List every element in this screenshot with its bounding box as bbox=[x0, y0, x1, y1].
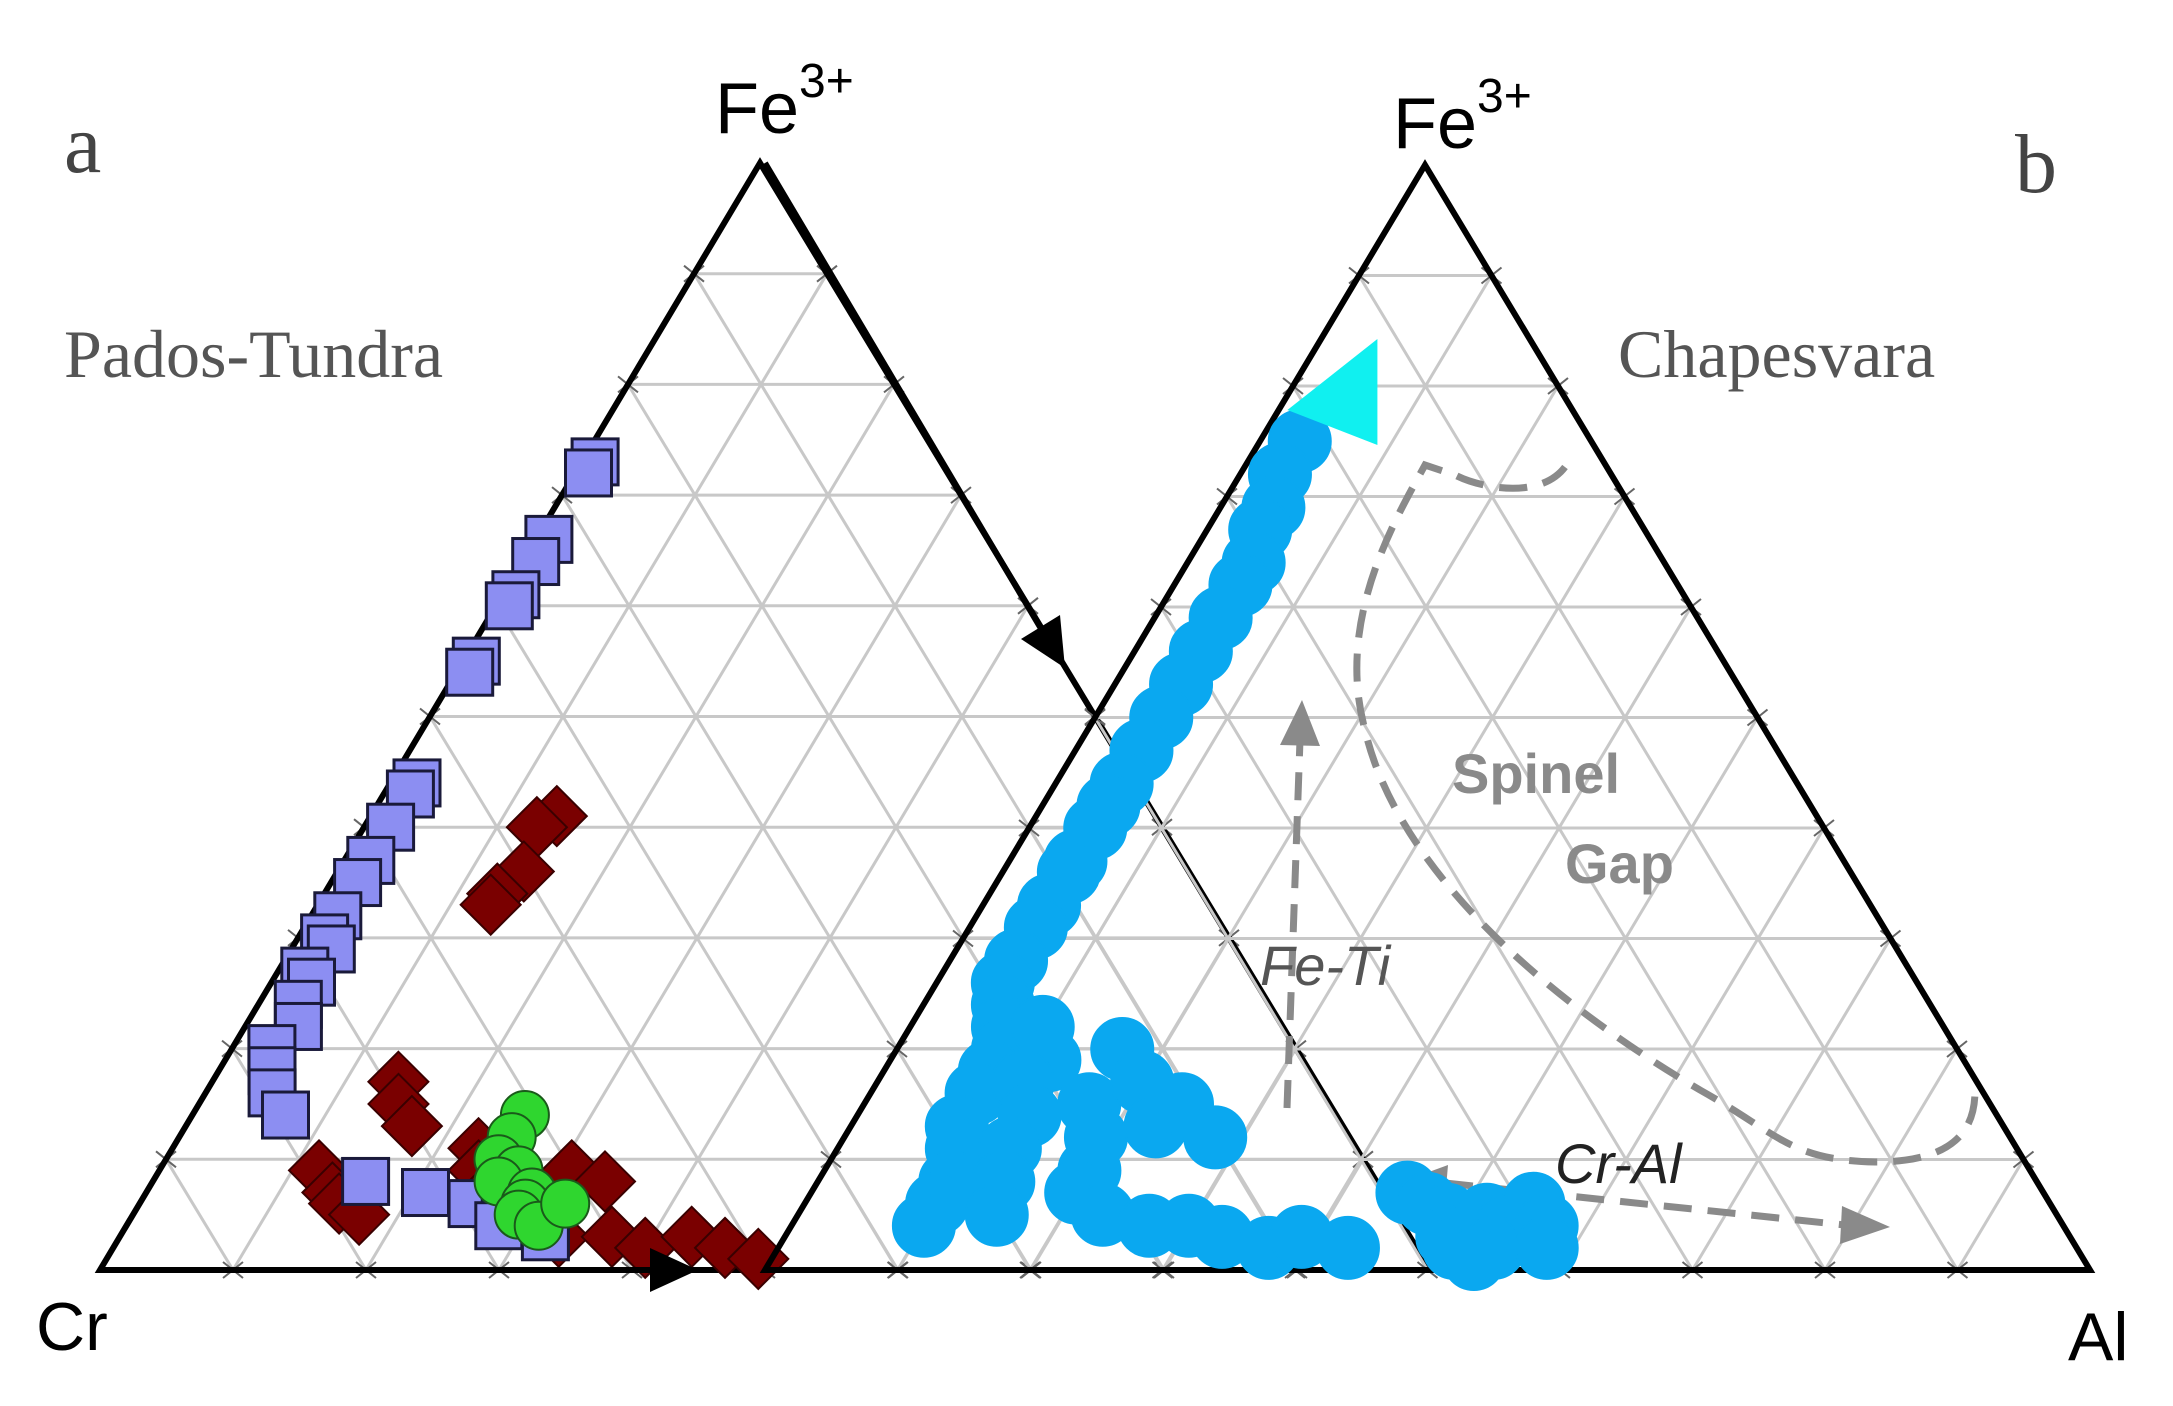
circle-point-0-44 bbox=[1183, 1105, 1248, 1170]
locality-chapesvara: Chapesvara bbox=[1618, 316, 1935, 392]
data-points-b bbox=[891, 339, 1579, 1291]
apex-sup-a: 3+ bbox=[799, 55, 854, 108]
spinel-gap-boundary bbox=[1353, 460, 1979, 1166]
corner-label-cr: Cr bbox=[36, 1289, 108, 1365]
diamond-point-0-4 bbox=[459, 873, 523, 937]
grid-line-cr-5 bbox=[1093, 716, 1429, 1271]
circle-point-2-9 bbox=[540, 1178, 591, 1229]
apex-fe-b: Fe bbox=[1393, 84, 1477, 164]
square-point-1-23 bbox=[261, 1090, 310, 1140]
square-point-1-10 bbox=[366, 802, 416, 852]
panel-letter-b: b bbox=[2015, 118, 2057, 211]
grid-line-cr-1 bbox=[1357, 274, 1959, 1271]
square-point-1-7 bbox=[445, 647, 495, 697]
grid-line-al-9 bbox=[1956, 1158, 2025, 1271]
circle-point-0-64 bbox=[1514, 1215, 1579, 1280]
annotation-gap: Gap bbox=[1565, 832, 1674, 895]
diamond-point-0-7 bbox=[380, 1094, 444, 1158]
square-point-1-25 bbox=[401, 1168, 450, 1218]
apex-sup-b: 3+ bbox=[1477, 70, 1532, 123]
circle-point-0-52 bbox=[1315, 1215, 1380, 1280]
annotation-cr-al: Cr-Al bbox=[1555, 1132, 1683, 1195]
ternary-frame-b bbox=[759, 159, 2096, 1273]
apex-label-a: Fe3+ bbox=[715, 55, 854, 149]
annotation-fe-ti: Fe-Ti bbox=[1260, 934, 1392, 997]
grid-line-al-5 bbox=[1426, 716, 1759, 1271]
arrow-fe-to-al-a bbox=[762, 161, 1065, 668]
square-point-1-5 bbox=[484, 581, 534, 631]
grid-line-al-3 bbox=[497, 494, 963, 1271]
diamond-point-0-24 bbox=[573, 1150, 637, 1213]
corner-label-al: Al bbox=[2068, 1299, 2128, 1375]
triangle-point-1-0 bbox=[1287, 339, 1378, 446]
grid-line-cr-5 bbox=[428, 715, 767, 1271]
data-points-a bbox=[247, 437, 790, 1291]
locality-pados-tundra: Pados-Tundra bbox=[64, 316, 443, 392]
panel-letter-a: a bbox=[64, 98, 101, 191]
grid-line-cr-9 bbox=[164, 1158, 235, 1271]
grid-line-cr-3 bbox=[1225, 495, 1694, 1271]
apex-fe-a: Fe bbox=[715, 69, 799, 149]
apex-label-b: Fe3+ bbox=[1393, 70, 1532, 164]
circle-point-0-36 bbox=[964, 1182, 1029, 1247]
grid-line-al-1 bbox=[231, 272, 829, 1271]
arrow-cr-to-al-a bbox=[100, 1248, 698, 1292]
annotation-spinel: Spinel bbox=[1452, 742, 1620, 805]
fe-ti-trend-arrow bbox=[1280, 700, 1320, 1109]
circle-point-0-29 bbox=[891, 1193, 956, 1258]
circle-point-0-61 bbox=[1441, 1226, 1506, 1291]
panel-b: b Chapesvara Fe3+ Al Spinel Gap Fe-Ti Cr… bbox=[759, 70, 2128, 1375]
grid-line-cr-9 bbox=[829, 1158, 899, 1271]
square-point-1-24 bbox=[341, 1156, 391, 1206]
square-point-1-1 bbox=[564, 448, 613, 498]
